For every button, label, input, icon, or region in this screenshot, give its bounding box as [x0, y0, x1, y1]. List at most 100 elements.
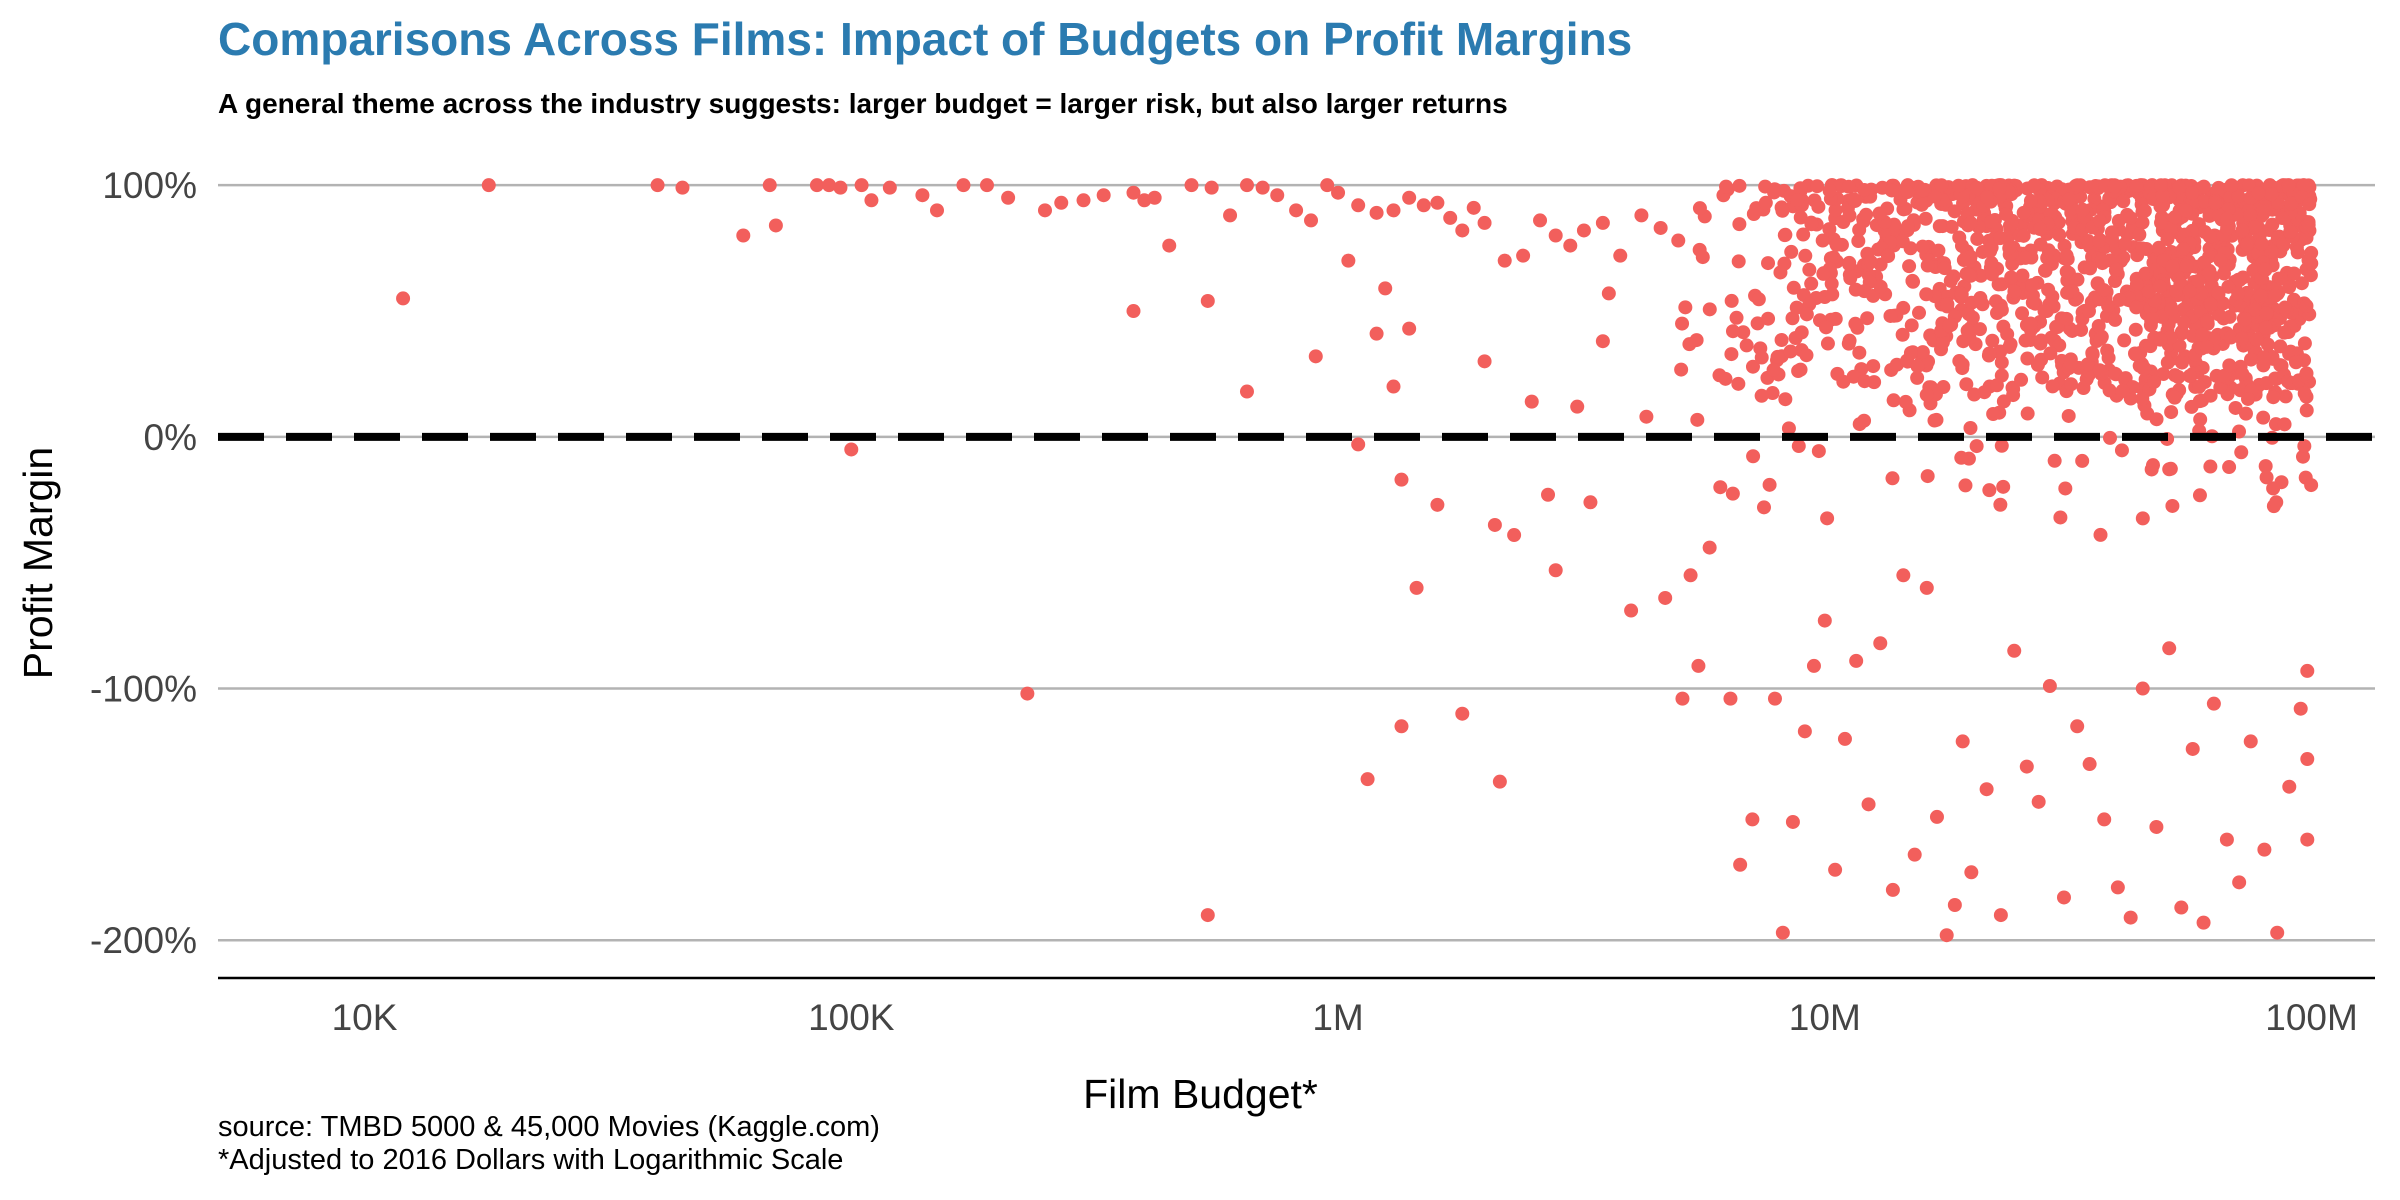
data-point — [1963, 421, 1978, 436]
data-point — [2047, 453, 2062, 468]
data-point — [1430, 497, 1445, 512]
data-point — [2173, 276, 2188, 291]
data-point — [1096, 188, 1111, 203]
data-point — [1895, 327, 1910, 342]
data-point — [1815, 233, 1830, 248]
data-points — [396, 178, 2319, 943]
data-point — [2238, 406, 2253, 421]
data-point — [1731, 376, 1746, 391]
data-point — [2275, 211, 2290, 226]
data-point — [1761, 311, 1776, 326]
data-point — [1786, 280, 1801, 295]
data-point — [2160, 232, 2175, 247]
data-point — [2196, 915, 2211, 930]
data-point — [2149, 412, 2164, 427]
data-point — [1477, 215, 1492, 230]
data-point — [2147, 374, 2162, 389]
data-point — [2081, 304, 2096, 319]
data-point — [1739, 338, 1754, 353]
data-point — [1702, 540, 1717, 555]
data-point — [481, 178, 496, 193]
data-point — [1793, 210, 1808, 225]
data-point — [1777, 256, 1792, 271]
data-point — [2265, 217, 2280, 232]
data-point — [1037, 203, 1052, 218]
data-point — [2251, 186, 2266, 201]
data-point — [1798, 248, 1813, 263]
data-point — [1541, 487, 1556, 502]
data-point — [1692, 201, 1707, 216]
data-point — [1985, 333, 2000, 348]
data-point — [1001, 190, 1016, 205]
data-point — [2151, 240, 2166, 255]
data-point — [1996, 479, 2011, 494]
data-point — [2111, 213, 2126, 228]
data-point — [2243, 208, 2258, 223]
data-point — [2211, 285, 2226, 300]
data-point — [2052, 227, 2067, 242]
data-point — [1790, 193, 1805, 208]
data-point — [1820, 511, 1835, 526]
x-tick-label: 10K — [332, 997, 398, 1038]
data-point — [2204, 297, 2219, 312]
data-point — [1054, 195, 1069, 210]
data-point — [1883, 308, 1898, 323]
data-point — [1885, 882, 1900, 897]
data-point — [1695, 250, 1710, 265]
data-point — [2003, 337, 2018, 352]
data-point — [1954, 450, 1969, 465]
data-point — [1548, 563, 1563, 578]
data-point — [2167, 210, 2182, 225]
data-point — [1969, 439, 1984, 454]
data-point — [1810, 179, 1825, 194]
data-point — [2135, 511, 2150, 526]
data-point — [2154, 215, 2169, 230]
x-tick-labels: 10K 100K 1M 10M 100M — [332, 997, 2358, 1038]
data-point — [2301, 217, 2316, 232]
data-point — [2083, 261, 2098, 276]
data-point — [2015, 306, 2030, 321]
data-point — [1849, 653, 1864, 668]
data-point — [2274, 271, 2289, 286]
data-point — [1147, 190, 1162, 205]
data-point — [1902, 259, 1917, 274]
data-point — [2137, 361, 2152, 376]
data-point — [762, 178, 777, 193]
data-point — [2075, 202, 2090, 217]
data-point — [1992, 181, 2007, 196]
data-point — [1745, 812, 1760, 827]
data-point — [2018, 250, 2033, 265]
data-point — [1804, 276, 1819, 291]
data-point — [1860, 311, 1875, 326]
data-point — [2297, 439, 2312, 454]
y-tick-label: 0% — [144, 417, 197, 458]
data-point — [2060, 285, 2075, 300]
data-point — [2128, 322, 2143, 337]
data-point — [2223, 330, 2238, 345]
data-point — [2045, 379, 2060, 394]
data-point — [1947, 898, 1962, 913]
data-point — [1731, 254, 1746, 269]
data-point — [2219, 832, 2234, 847]
data-point — [2259, 306, 2274, 321]
data-point — [2185, 185, 2200, 200]
data-point — [1799, 307, 1814, 322]
data-point — [2235, 366, 2250, 381]
data-point — [2164, 302, 2179, 317]
data-point — [1576, 223, 1591, 238]
data-point — [1919, 580, 1934, 595]
data-point — [2289, 355, 2304, 370]
data-point — [2185, 741, 2200, 756]
data-point — [956, 178, 971, 193]
data-point — [2127, 346, 2142, 361]
data-point — [1994, 438, 2009, 453]
data-point — [1982, 483, 1997, 498]
data-point — [2156, 367, 2171, 382]
data-point — [1570, 399, 1585, 414]
data-point — [1804, 217, 1819, 232]
data-point — [1935, 335, 1950, 350]
data-point — [2020, 406, 2035, 421]
data-point — [2114, 443, 2129, 458]
data-point — [2117, 333, 2132, 348]
